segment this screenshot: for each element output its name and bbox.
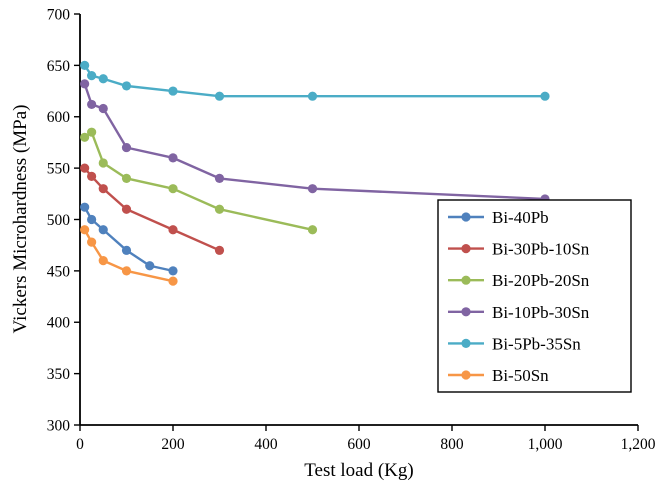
data-point-marker [145,261,155,271]
legend-item-Bi-20Pb-20Sn: Bi-20Pb-20Sn [448,271,590,290]
tick-marks [74,13,639,431]
y-tick-label: 300 [47,417,71,434]
data-point-marker [121,173,132,183]
legend-label: Bi-10Pb-30Sn [492,303,590,322]
x-tick-label: 600 [347,436,371,453]
series-Bi-50Sn [80,225,178,286]
data-point-marker [98,184,108,194]
x-tick-label: 0 [76,436,84,453]
series-Bi-30Pb-10Sn [80,163,225,255]
data-point-marker [121,81,132,91]
x-axis-title: Test load (Kg) [304,460,414,481]
data-point-marker [87,71,97,81]
data-point-marker [307,184,318,194]
legend-item-Bi-40Pb: Bi-40Pb [448,208,549,227]
legend-label: Bi-30Pb-10Sn [492,240,590,259]
data-point-marker [121,204,132,214]
y-tick-label: 500 [47,212,71,229]
x-tick-label: 200 [161,436,185,453]
data-point-marker [168,86,178,96]
data-point-marker [214,91,225,101]
y-axis-title: Vickers Microhardness (MPa) [10,104,31,334]
y-tick-label: 550 [47,161,71,178]
data-point-marker [80,60,90,70]
data-point-marker [168,153,178,163]
data-point-marker [87,237,97,247]
data-point-marker [80,202,90,212]
series-Bi-40Pb [80,202,178,276]
data-point-marker [214,204,225,214]
series-line [83,64,547,98]
data-point-marker [121,142,132,153]
legend-item-Bi-10Pb-30Sn: Bi-10Pb-30Sn [448,303,590,322]
series-Bi-5Pb-35Sn [80,60,550,101]
series-line [83,82,547,201]
legend-label: Bi-40Pb [492,208,549,227]
legend-marker-sample [461,307,471,317]
legend-item-Bi-5Pb-35Sn: Bi-5Pb-35Sn [448,334,581,353]
y-tick-label: 600 [47,109,71,126]
legend-label: Bi-50Sn [492,366,549,385]
data-point-marker [98,158,108,168]
x-tick-label: 400 [254,436,278,453]
x-tick-label: 1,200 [621,436,656,453]
series-line [83,166,221,252]
y-tick-label: 450 [47,263,71,280]
series-Bi-20Pb-20Sn [80,127,318,235]
y-tick-label: 350 [47,366,71,383]
legend-marker-sample [461,275,471,285]
data-point-marker [98,74,108,84]
x-tick-label: 1,000 [528,436,563,453]
data-point-marker [121,245,132,255]
data-point-marker [87,127,97,137]
y-tick-label: 650 [47,58,71,75]
data-point-marker [87,99,97,110]
y-tick-label: 700 [47,6,71,23]
x-tick-label: 800 [440,436,464,453]
legend-marker-sample [461,338,471,348]
legend-label: Bi-20Pb-20Sn [492,271,590,290]
data-point-marker [214,245,225,255]
data-point-marker [168,276,178,286]
legend-marker-sample [461,370,471,380]
data-point-marker [214,173,225,183]
data-point-marker [307,91,318,101]
data-point-marker [540,91,550,101]
tick-labels: 0 200 400 600 800 1,000 1,200 300 350 400 450 500 55… [47,6,656,453]
data-point-marker [168,225,178,235]
data-point-marker [168,184,178,194]
legend-box [437,199,632,393]
data-point-marker [80,79,90,89]
data-point-marker [98,256,108,266]
legend-marker-sample [461,212,471,222]
data-point-marker [121,266,132,276]
data-point-marker [80,225,90,235]
data-point-marker [307,225,318,235]
y-tick-label: 400 [47,315,71,332]
legend-label: Bi-5Pb-35Sn [492,334,581,353]
data-point-marker [168,266,178,276]
data-point-marker [87,214,97,225]
legend-item-Bi-50Sn: Bi-50Sn [448,366,549,385]
data-point-marker [98,225,108,235]
legend: Bi-40Pb Bi-30Pb-10Sn Bi-20Pb-20Sn Bi-10Pb-3… [437,199,632,393]
data-point-marker [80,163,90,173]
series-line [83,205,175,273]
data-point-marker [98,103,108,114]
series-line [83,130,314,231]
legend-marker-sample [461,244,471,254]
data-point-marker [87,171,97,181]
legend-item-Bi-30Pb-10Sn: Bi-30Pb-10Sn [448,240,590,259]
data-point-marker [80,132,90,142]
